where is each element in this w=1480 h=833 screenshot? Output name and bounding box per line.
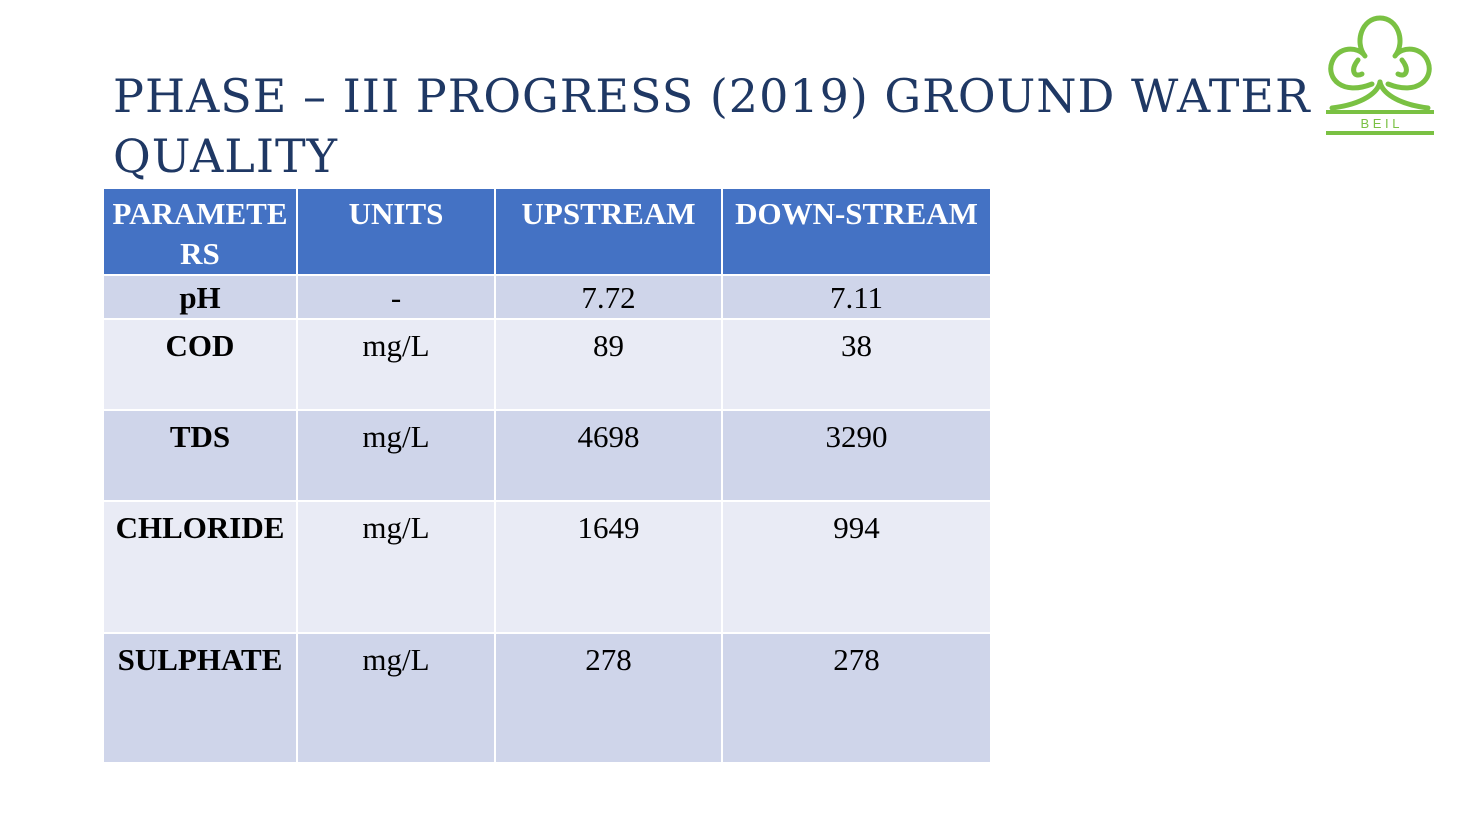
header-downstream: DOWN-STREAM (721, 187, 992, 276)
table-row-sulphate: SULPHATE mg/L 278 278 (102, 632, 992, 764)
cell-upstream: 89 (494, 318, 723, 411)
cell-downstream: 38 (721, 318, 992, 411)
header-upstream: UPSTREAM (494, 187, 723, 276)
table-row-ph: pH - 7.72 7.11 (102, 274, 992, 320)
cell-upstream: 7.72 (494, 274, 723, 320)
cell-upstream: 278 (494, 632, 723, 764)
header-units: UNITS (296, 187, 496, 276)
beil-logo: B E I L (1326, 15, 1434, 135)
cell-upstream: 1649 (494, 500, 723, 634)
cell-parameter: CHLORIDE (102, 500, 298, 634)
cell-downstream: 994 (721, 500, 992, 634)
cell-parameter: TDS (102, 409, 298, 502)
cell-units: mg/L (296, 500, 496, 634)
cell-downstream: 7.11 (721, 274, 992, 320)
table-row-chloride: CHLORIDE mg/L 1649 994 (102, 500, 992, 634)
slide-title: Phase – III Progress (2019) Ground Water… (113, 69, 1311, 183)
table-row-tds: TDS mg/L 4698 3290 (102, 409, 992, 502)
cell-units: - (296, 274, 496, 320)
cell-downstream: 3290 (721, 409, 992, 502)
table-row-cod: COD mg/L 89 38 (102, 318, 992, 411)
cell-units: mg/L (296, 409, 496, 502)
cell-parameter: pH (102, 274, 298, 320)
table-header-row: PARAMETERS UNITS UPSTREAM DOWN-STREAM (102, 187, 992, 276)
cell-downstream: 278 (721, 632, 992, 764)
cell-units: mg/L (296, 632, 496, 764)
cell-upstream: 4698 (494, 409, 723, 502)
water-quality-table: PARAMETERS UNITS UPSTREAM DOWN-STREAM pH… (102, 187, 992, 764)
header-parameters: PARAMETERS (102, 187, 298, 276)
logo-text: B E I L (1360, 116, 1399, 131)
cell-parameter: SULPHATE (102, 632, 298, 764)
cell-units: mg/L (296, 318, 496, 411)
cell-parameter: COD (102, 318, 298, 411)
